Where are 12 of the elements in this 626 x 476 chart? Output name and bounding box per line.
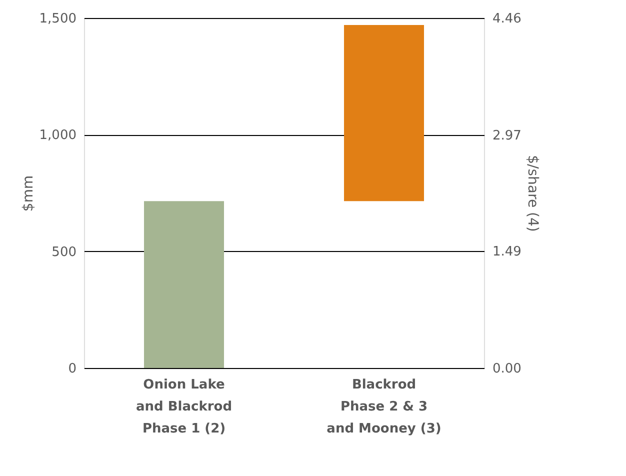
x-tick-label: Blackrod Phase 2 & 3 and Mooney (3) (326, 378, 442, 436)
y2-tick-label: 1.49 (492, 244, 522, 260)
y-axis-title: $mm (20, 175, 36, 212)
y-tick-label: 1,500 (39, 12, 76, 26)
y2-tick-label: 0.00 (492, 362, 522, 376)
y-tick-label: 1,000 (39, 128, 76, 144)
y-tick-label: 0 (68, 362, 76, 376)
y2-axis-title: $/share (4) (524, 155, 540, 232)
y2-tick-label: 2.97 (492, 128, 522, 144)
x-tick-label: Onion Lake and Blackrod Phase 1 (2) (136, 378, 232, 436)
y2-tick-label: 4.46 (492, 12, 522, 26)
y-tick-label: 500 (52, 244, 76, 260)
